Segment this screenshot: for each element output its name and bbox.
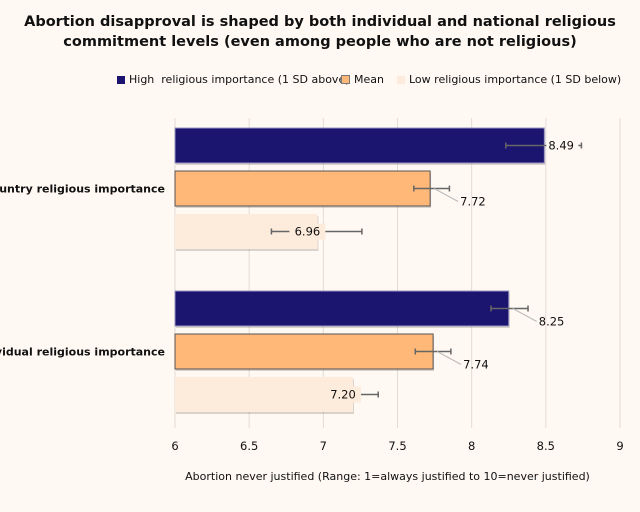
x-tick-label: 6.5 [240, 439, 258, 453]
label-leader [436, 351, 462, 365]
legend-item-mean: Mean [341, 73, 384, 86]
x-tick-label: 7.5 [388, 439, 406, 453]
bar [174, 127, 545, 164]
data-label: 7.20 [330, 388, 356, 402]
data-label: 8.49 [548, 139, 574, 153]
x-tick-label: 8.5 [537, 439, 555, 453]
chart-title: Abortion disapproval is shaped by both i… [0, 12, 640, 52]
category-label: Individual religious importance [0, 346, 165, 359]
label-bg [325, 386, 361, 403]
data-label: 8.25 [539, 315, 565, 329]
category-label: Country religious importance [0, 183, 165, 196]
bar [175, 377, 353, 412]
data-label: 6.96 [295, 225, 321, 239]
legend-swatch [117, 75, 125, 84]
x-tick-label: 9 [616, 439, 623, 453]
legend-item-low: Low religious importance (1 SD below) [397, 73, 621, 86]
x-tick-label: 7 [320, 439, 327, 453]
data-label: 7.74 [463, 358, 489, 372]
label-bg [546, 137, 579, 154]
bar [174, 170, 431, 207]
legend-item-high: High religious importance (1 SD above) [117, 73, 350, 86]
title-line-2: commitment levels (even among people who… [63, 34, 577, 50]
legend-swatch [341, 75, 350, 84]
x-tick-label: 8 [468, 439, 475, 453]
bar [174, 290, 510, 327]
x-axis-label: Abortion never justified (Range: 1=alway… [185, 470, 590, 483]
x-tick-label: 6 [171, 439, 178, 453]
label-leader [433, 188, 459, 202]
data-label: 7.72 [460, 195, 486, 209]
label-bg [289, 223, 326, 240]
bar [174, 333, 434, 370]
legend-swatch [397, 75, 405, 84]
label-leader [512, 308, 537, 322]
title-line-1: Abortion disapproval is shaped by both i… [24, 14, 616, 30]
